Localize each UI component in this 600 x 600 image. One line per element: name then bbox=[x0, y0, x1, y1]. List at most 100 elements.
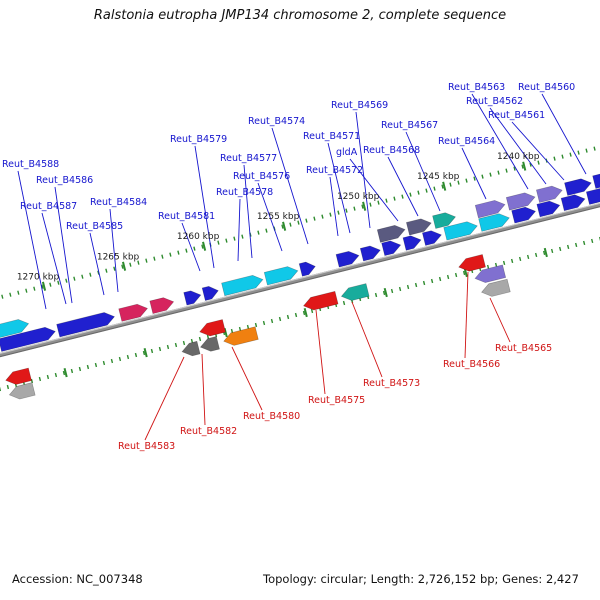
gene-label-forward: Reut_B4571 bbox=[303, 131, 360, 142]
upper-ruler-tick bbox=[257, 230, 260, 235]
gene-arrow[interactable] bbox=[198, 319, 226, 338]
gene-arrow[interactable] bbox=[536, 184, 563, 203]
upper-ruler-tick bbox=[513, 166, 516, 171]
gene-label-forward: Reut_B4568 bbox=[363, 145, 420, 156]
gene-arrow[interactable] bbox=[473, 264, 507, 285]
gene-arrow[interactable] bbox=[376, 223, 406, 243]
gene-arrow[interactable] bbox=[406, 217, 432, 236]
gene-label-forward: Reut_B4577 bbox=[220, 153, 277, 164]
gene-arrow[interactable] bbox=[149, 295, 175, 315]
genome-axis-shadow bbox=[0, 200, 600, 363]
upper-ruler-major-tick bbox=[522, 161, 527, 171]
gene-label-reverse: Reut_B4582 bbox=[180, 426, 237, 437]
lower-ruler-tick bbox=[206, 334, 210, 340]
gene-label-reverse: Reut_B4580 bbox=[243, 411, 300, 422]
lower-ruler-tick bbox=[550, 248, 554, 254]
upper-ruler-tick bbox=[57, 280, 60, 285]
gene-label-reverse: Reut_B4575 bbox=[308, 395, 365, 406]
upper-ruler-tick bbox=[137, 260, 140, 265]
gene-label-forward: Reut_B4579 bbox=[170, 134, 227, 145]
gene-arrow[interactable] bbox=[0, 317, 30, 340]
upper-ruler-tick bbox=[217, 240, 220, 245]
gene-arrow[interactable] bbox=[335, 249, 360, 268]
gene-arrow[interactable] bbox=[536, 199, 561, 218]
gene-arrow[interactable] bbox=[432, 211, 457, 229]
upper-ruler-tick bbox=[145, 258, 148, 263]
gene-arrow[interactable] bbox=[480, 278, 511, 298]
gene-arrow[interactable] bbox=[592, 171, 600, 189]
upper-ruler-tick bbox=[465, 178, 468, 183]
upper-ruler-tick bbox=[361, 204, 364, 209]
gene-arrow[interactable] bbox=[511, 205, 537, 224]
gene-arrow[interactable] bbox=[183, 289, 203, 306]
gene-arrow[interactable] bbox=[443, 220, 479, 241]
gene-arrow[interactable] bbox=[505, 191, 536, 211]
gene-label-forward: gldA bbox=[336, 147, 358, 158]
gene-arrow[interactable] bbox=[118, 302, 149, 322]
gene-arrow[interactable] bbox=[298, 260, 317, 277]
gene-arrow[interactable] bbox=[56, 310, 116, 338]
gene-label-reverse: Reut_B4566 bbox=[443, 359, 500, 370]
gene-arrow[interactable] bbox=[4, 367, 32, 387]
upper-ruler-major-tick bbox=[121, 261, 127, 271]
leader-line-reverse bbox=[231, 346, 263, 411]
gene-arrow[interactable] bbox=[422, 229, 443, 246]
upper-ruler-tick bbox=[201, 244, 204, 249]
gene-arrow[interactable] bbox=[585, 186, 600, 205]
gene-arrow[interactable] bbox=[199, 336, 220, 353]
gene-arrow[interactable] bbox=[560, 193, 586, 212]
lower-ruler-tick bbox=[230, 328, 234, 334]
gene-arrow[interactable] bbox=[564, 177, 592, 196]
upper-ruler-tick bbox=[529, 162, 532, 167]
gene-label-forward: Reut_B4588 bbox=[2, 159, 59, 170]
gene-label-reverse: Reut_B4583 bbox=[118, 441, 175, 452]
lower-ruler-tick bbox=[54, 372, 58, 378]
upper-ruler-tick bbox=[105, 268, 108, 273]
upper-ruler-tick bbox=[161, 254, 164, 259]
gene-arrow[interactable] bbox=[221, 273, 265, 297]
upper-ruler-tick bbox=[577, 150, 580, 155]
gene-arrow[interactable] bbox=[302, 290, 339, 312]
gene-arrow[interactable] bbox=[180, 340, 201, 358]
gene-arrow[interactable] bbox=[263, 264, 299, 286]
gene-arrow[interactable] bbox=[457, 254, 486, 273]
gene-arrow[interactable] bbox=[402, 234, 423, 251]
upper-ruler-tick bbox=[425, 188, 428, 193]
upper-ruler-tick bbox=[521, 164, 524, 169]
gene-arrow[interactable] bbox=[201, 284, 220, 301]
upper-ruler-tick bbox=[409, 192, 412, 197]
leader-line-forward bbox=[355, 111, 371, 229]
upper-ruler-tick bbox=[241, 234, 244, 239]
lower-ruler-tick bbox=[526, 254, 530, 260]
upper-ruler-major-tick bbox=[282, 221, 287, 231]
lower-ruler-tick bbox=[110, 358, 114, 364]
genome-axis bbox=[0, 197, 600, 362]
gene-arrow[interactable] bbox=[359, 244, 382, 262]
lower-ruler-tick bbox=[302, 310, 306, 316]
upper-ruler-tick bbox=[225, 238, 228, 243]
upper-ruler-tick bbox=[73, 276, 76, 281]
gene-arrow[interactable] bbox=[340, 283, 370, 303]
gene-arrow[interactable] bbox=[0, 325, 57, 352]
scale-label: 1250 kbp bbox=[337, 192, 380, 202]
upper-ruler-tick bbox=[417, 190, 420, 195]
gene-arrow[interactable] bbox=[478, 212, 511, 232]
upper-ruler-tick bbox=[561, 154, 564, 159]
upper-ruler-tick bbox=[41, 284, 44, 289]
upper-ruler-tick bbox=[169, 252, 172, 257]
leader-line-forward bbox=[349, 158, 399, 222]
lower-ruler-tick bbox=[174, 342, 178, 348]
lower-ruler-major-tick bbox=[143, 347, 148, 358]
genome-axis-highlight bbox=[0, 197, 600, 360]
upper-ruler-tick bbox=[281, 224, 284, 229]
gene-arrow[interactable] bbox=[8, 382, 36, 402]
gene-arrow[interactable] bbox=[474, 198, 506, 219]
gene-label-forward: Reut_B4569 bbox=[331, 100, 388, 111]
gene-arrow[interactable] bbox=[222, 326, 259, 348]
upper-ruler-tick bbox=[505, 168, 508, 173]
lower-ruler-tick bbox=[502, 260, 506, 266]
scale-label: 1245 kbp bbox=[417, 172, 460, 182]
lower-ruler-tick bbox=[310, 308, 314, 314]
gene-arrow[interactable] bbox=[381, 239, 403, 257]
lower-ruler-major-tick bbox=[63, 367, 68, 378]
